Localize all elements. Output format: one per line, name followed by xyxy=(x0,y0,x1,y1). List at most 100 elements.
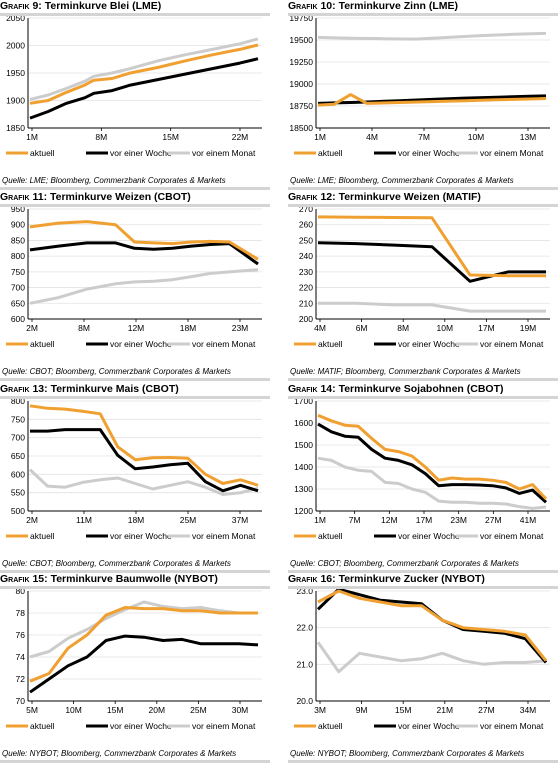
x-tick-label: 7M xyxy=(418,132,430,142)
series-line-monat xyxy=(29,37,259,101)
y-tick-label: 700 xyxy=(11,283,25,293)
x-tick-label: 18M xyxy=(180,323,197,333)
chart-title-prefix: Grafik 11: xyxy=(0,191,50,203)
y-tick-label: 650 xyxy=(11,451,25,461)
chart-title-text: Terminkurve Baumwolle (NYBOT) xyxy=(50,573,218,585)
y-tick-label: 700 xyxy=(11,433,25,443)
y-tick-label: 2000 xyxy=(6,41,25,51)
chart-panel-c15: Grafik 15: Terminkurve Baumwolle (NYBOT)… xyxy=(0,573,270,763)
legend-label: vor einer Woche xyxy=(398,339,460,349)
y-tick-label: 1600 xyxy=(294,418,313,428)
chart-title-text: Terminkurve Weizen (MATIF) xyxy=(338,191,481,203)
y-tick-label: 80 xyxy=(16,589,26,596)
y-tick-label: 72 xyxy=(16,674,26,684)
chart-panel-c11: Grafik 11: Terminkurve Weizen (CBOT) 600 6… xyxy=(0,191,270,381)
legend-label: vor einer Woche xyxy=(110,531,172,541)
x-tick-label: 23M xyxy=(232,323,249,333)
legend-label: vor einer Woche xyxy=(110,721,172,731)
y-tick-label: 1200 xyxy=(294,506,313,516)
x-tick-label: 25M xyxy=(190,705,207,715)
chart-svg: 1850 1900 1950 2000 2050 1M 8M 15M 22M aktuell vor… xyxy=(6,16,262,158)
x-tick-label: 2M xyxy=(26,515,38,525)
x-tick-label: 30M xyxy=(232,705,249,715)
chart-title: Grafik 14: Terminkurve Sojabohnen (CBOT) xyxy=(288,383,558,395)
y-tick-label: 850 xyxy=(11,235,25,245)
x-tick-label: 4M xyxy=(366,132,378,142)
chart-panel-c10: Grafik 10: Terminkurve Zinn (LME) 18500 18… xyxy=(288,0,558,190)
chart-source: Quelle: NYBOT; Bloomberg, Commerzbank Co… xyxy=(290,749,525,758)
series-line-monat xyxy=(318,301,546,313)
chart-panel-c16: Grafik 16: Terminkurve Zucker (NYBOT) 20.… xyxy=(288,573,558,763)
y-tick-label: 78 xyxy=(16,608,26,618)
y-tick-label: 2050 xyxy=(6,16,25,23)
x-tick-label: 19M xyxy=(520,323,537,333)
legend-label: aktuell xyxy=(318,339,343,349)
y-tick-label: 950 xyxy=(11,207,25,214)
chart-svg: 18500 18750 19000 19250 19500 19750 1M 4M 7M 10M 1… xyxy=(289,16,550,158)
chart-title-prefix: Grafik 9: xyxy=(0,0,45,12)
x-tick-label: 41M xyxy=(520,515,537,525)
chart-title-prefix: Grafik 12: xyxy=(288,191,339,203)
title-rule xyxy=(288,396,558,399)
title-rule xyxy=(288,586,558,589)
chart-source: Quelle: CBOT; Bloomberg, Commerzbank Cor… xyxy=(2,367,231,376)
y-tick-label: 23.0 xyxy=(296,589,313,596)
bottom-rule xyxy=(0,760,270,763)
chart-source: Quelle: LME; Bloomberg, Commerzbank Corp… xyxy=(290,176,514,185)
title-rule xyxy=(0,13,270,16)
y-tick-label: 18750 xyxy=(289,101,313,111)
y-tick-label: 600 xyxy=(11,469,25,479)
y-tick-label: 19000 xyxy=(289,79,313,89)
x-tick-label: 8M xyxy=(397,323,409,333)
series-line-woche xyxy=(317,94,547,105)
y-tick-label: 1950 xyxy=(6,68,25,78)
chart-title: Grafik 15: Terminkurve Baumwolle (NYBOT) xyxy=(0,573,270,585)
y-tick-label: 76 xyxy=(16,630,26,640)
bottom-rule xyxy=(0,570,270,573)
x-tick-label: 1M xyxy=(26,132,38,142)
chart-title: Grafik 11: Terminkurve Weizen (CBOT) xyxy=(0,191,270,203)
y-tick-label: 19750 xyxy=(289,16,313,23)
x-tick-label: 10M xyxy=(437,323,454,333)
series-line-monat xyxy=(317,31,547,41)
x-tick-label: 8M xyxy=(95,132,107,142)
series-line-aktuell xyxy=(317,215,546,278)
legend-label: vor einer Woche xyxy=(110,148,172,158)
y-tick-label: 18500 xyxy=(289,123,313,133)
x-tick-label: 2M xyxy=(26,323,38,333)
series-line-monat xyxy=(317,456,547,510)
y-tick-label: 210 xyxy=(299,298,313,308)
y-tick-label: 220 xyxy=(299,283,313,293)
legend-label: aktuell xyxy=(30,339,55,349)
chart-title-text: Terminkurve Mais (CBOT) xyxy=(50,383,179,395)
y-tick-label: 800 xyxy=(11,251,25,261)
y-tick-label: 200 xyxy=(299,314,313,324)
x-tick-label: 11M xyxy=(76,515,92,525)
title-rule xyxy=(0,586,270,589)
series-line-monat xyxy=(28,468,259,496)
y-tick-label: 20.0 xyxy=(296,696,313,706)
series-line-woche xyxy=(29,57,259,120)
chart-title-text: Terminkurve Zucker (NYBOT) xyxy=(338,573,485,585)
y-tick-label: 22.0 xyxy=(296,623,313,633)
x-tick-label: 23M xyxy=(450,515,467,525)
y-tick-label: 260 xyxy=(299,220,313,230)
y-tick-label: 19250 xyxy=(289,57,313,67)
x-tick-label: 20M xyxy=(149,705,166,715)
legend-label: aktuell xyxy=(30,721,55,731)
title-rule xyxy=(0,204,270,207)
x-tick-label: 15M xyxy=(162,132,179,142)
legend-label: vor einer Woche xyxy=(110,339,172,349)
bottom-rule xyxy=(288,570,558,573)
chart-title-prefix: Grafik 16: xyxy=(288,573,339,585)
legend-label: vor einer Woche xyxy=(398,531,460,541)
legend-label: aktuell xyxy=(318,148,343,158)
bottom-rule xyxy=(0,378,270,381)
chart-title: Grafik 13: Terminkurve Mais (CBOT) xyxy=(0,383,270,395)
y-tick-label: 800 xyxy=(11,399,25,406)
chart-panel-c12: Grafik 12: Terminkurve Weizen (MATIF) 200… xyxy=(288,191,558,381)
x-tick-label: 10M xyxy=(468,132,485,142)
bottom-rule xyxy=(288,760,558,763)
x-tick-label: 1M xyxy=(314,515,326,525)
x-tick-label: 13M xyxy=(520,132,537,142)
